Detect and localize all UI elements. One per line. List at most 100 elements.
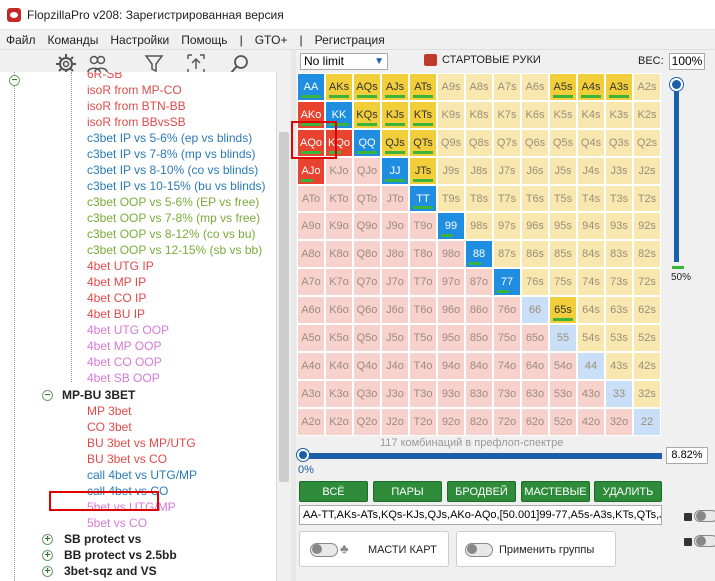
hand-cell-T5o[interactable]: T5o [409, 324, 437, 352]
hand-cell-53o[interactable]: 53o [549, 379, 577, 408]
hand-cell-Q6o[interactable]: Q6o [353, 296, 381, 325]
hand-cell-92o[interactable]: 92o [437, 407, 465, 436]
suited-button[interactable]: МАСТЕВЫЕ [521, 481, 590, 502]
hand-cell-94s[interactable]: 94s [577, 212, 605, 241]
hand-cell-J6s[interactable]: J6s [521, 156, 549, 185]
hand-cell-77[interactable]: 77 [493, 268, 521, 297]
hand-cell-T8o[interactable]: T8o [409, 240, 437, 269]
menu-settings[interactable]: Настройки [110, 32, 170, 47]
delete-button[interactable]: УДАЛИТЬ [594, 481, 662, 502]
hand-cell-54o[interactable]: 54o [549, 351, 577, 380]
hand-cell-74s[interactable]: 74s [577, 268, 605, 297]
hand-cell-93o[interactable]: 93o [437, 379, 465, 408]
tree-scrollbar[interactable] [277, 72, 291, 581]
hand-cell-Q2o[interactable]: Q2o [353, 407, 381, 436]
lock-icon[interactable] [684, 513, 692, 521]
suits-toggle[interactable] [310, 543, 338, 557]
hand-cell-55[interactable]: 55 [549, 324, 577, 352]
menu-file[interactable]: Файл [6, 32, 36, 47]
hand-cell-Q9s[interactable]: Q9s [437, 128, 465, 157]
hand-cell-T7s[interactable]: T7s [493, 184, 521, 213]
tree-item[interactable]: 4bet MP OOP [87, 339, 162, 353]
hand-cell-AA[interactable]: AA [297, 73, 325, 101]
hand-cell-J8s[interactable]: J8s [465, 156, 493, 185]
hand-cell-K5o[interactable]: K5o [325, 324, 353, 352]
hand-cell-A6o[interactable]: A6o [297, 296, 325, 325]
hand-cell-J6o[interactable]: J6o [381, 296, 409, 325]
lock-toggle[interactable] [694, 535, 715, 547]
hand-cell-22[interactable]: 22 [633, 407, 661, 436]
tree-folder-mp-bu-3bet[interactable]: MP-BU 3BET [62, 388, 136, 402]
hand-cell-64s[interactable]: 64s [577, 296, 605, 325]
hand-cell-72o[interactable]: 72o [493, 407, 521, 436]
tree-folder-bb-protect[interactable]: BB protect vs 2.5bb [64, 548, 177, 562]
filter-icon[interactable] [143, 53, 165, 75]
hand-cell-32s[interactable]: 32s [633, 379, 661, 408]
hand-cell-75s[interactable]: 75s [549, 268, 577, 297]
tree-item[interactable]: c3bet OOP vs 5-6% (EP vs free) [87, 195, 260, 209]
hand-cell-K6o[interactable]: K6o [325, 296, 353, 325]
hand-cell-ATo[interactable]: ATo [297, 184, 325, 213]
tree-item[interactable]: BU 3bet vs MP/UTG [87, 436, 196, 450]
tree-item[interactable]: 4bet CO IP [87, 291, 147, 305]
hand-cell-T2o[interactable]: T2o [409, 407, 437, 436]
hand-cell-AQs[interactable]: AQs [353, 73, 381, 101]
hand-cell-K4o[interactable]: K4o [325, 351, 353, 380]
hand-cell-K9s[interactable]: K9s [437, 100, 465, 129]
tree-item[interactable]: c3bet OOP vs 12-15% (sb vs bb) [87, 243, 263, 257]
expand-icon[interactable]: + [42, 550, 53, 561]
hand-cell-33[interactable]: 33 [605, 379, 633, 408]
hand-cell-ATs[interactable]: ATs [409, 73, 437, 101]
hand-cell-A8s[interactable]: A8s [465, 73, 493, 101]
hand-cell-QTo[interactable]: QTo [353, 184, 381, 213]
game-type-dropdown[interactable]: No limit ▼ [300, 53, 388, 70]
hand-cell-KJo[interactable]: KJo [325, 156, 353, 185]
all-button[interactable]: ВСЁ [299, 481, 368, 502]
hand-cell-Q7o[interactable]: Q7o [353, 268, 381, 297]
hand-cell-A3s[interactable]: A3s [605, 73, 633, 101]
tree-item[interactable]: CO 3bet [87, 420, 132, 434]
hand-cell-42o[interactable]: 42o [577, 407, 605, 436]
hand-cell-T8s[interactable]: T8s [465, 184, 493, 213]
hand-cell-72s[interactable]: 72s [633, 268, 661, 297]
hand-cell-JJ[interactable]: JJ [381, 156, 409, 185]
hand-cell-J2s[interactable]: J2s [633, 156, 661, 185]
hand-cell-95s[interactable]: 95s [549, 212, 577, 241]
hand-cell-AKs[interactable]: AKs [325, 73, 353, 101]
hand-cell-94o[interactable]: 94o [437, 351, 465, 380]
collapse-icon[interactable]: − [9, 75, 20, 86]
tree-item[interactable]: 4bet BU IP [87, 307, 146, 321]
hand-cell-K3o[interactable]: K3o [325, 379, 353, 408]
menu-help[interactable]: Помощь [181, 32, 228, 47]
menu-commands[interactable]: Команды [47, 32, 99, 47]
hand-cell-KQs[interactable]: KQs [353, 100, 381, 129]
hand-cell-85s[interactable]: 85s [549, 240, 577, 269]
hand-cell-T9s[interactable]: T9s [437, 184, 465, 213]
hand-cell-T7o[interactable]: T7o [409, 268, 437, 297]
hand-cell-K7s[interactable]: K7s [493, 100, 521, 129]
hand-cell-98s[interactable]: 98s [465, 212, 493, 241]
hand-cell-99[interactable]: 99 [437, 212, 465, 241]
hand-cell-65o[interactable]: 65o [521, 324, 549, 352]
slider-knob[interactable] [670, 78, 683, 91]
range-slider[interactable] [300, 453, 662, 459]
range-percent-input[interactable]: 8.82% [666, 447, 708, 464]
hand-cell-A2o[interactable]: A2o [297, 407, 325, 436]
hand-cell-Q3o[interactable]: Q3o [353, 379, 381, 408]
hand-cell-K4s[interactable]: K4s [577, 100, 605, 129]
hand-cell-J5o[interactable]: J5o [381, 324, 409, 352]
hand-cell-Q7s[interactable]: Q7s [493, 128, 521, 157]
hand-cell-Q8o[interactable]: Q8o [353, 240, 381, 269]
weight-input[interactable]: 100% [669, 53, 705, 70]
hand-cell-QQ[interactable]: QQ [353, 128, 381, 157]
tree-item[interactable]: 4bet CO OOP [87, 355, 162, 369]
hand-cell-43o[interactable]: 43o [577, 379, 605, 408]
hand-cell-AJo[interactable]: AJo [297, 156, 325, 185]
hand-cell-93s[interactable]: 93s [605, 212, 633, 241]
hand-cell-84s[interactable]: 84s [577, 240, 605, 269]
tree-item[interactable]: isoR from BTN-BB [87, 99, 186, 113]
hand-cell-A7o[interactable]: A7o [297, 268, 325, 297]
hand-cell-JTo[interactable]: JTo [381, 184, 409, 213]
hand-cell-Q5s[interactable]: Q5s [549, 128, 577, 157]
hand-cell-44[interactable]: 44 [577, 351, 605, 380]
